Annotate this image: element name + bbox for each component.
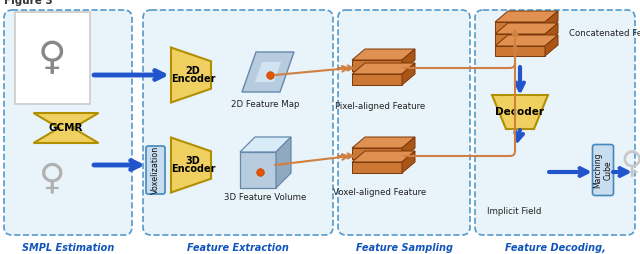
Polygon shape [352,148,402,159]
Text: Voxel-aligned Feature: Voxel-aligned Feature [333,188,427,197]
Polygon shape [495,23,558,34]
Text: Implicit Field: Implicit Field [487,207,541,216]
Polygon shape [402,49,415,71]
FancyBboxPatch shape [4,10,132,235]
FancyBboxPatch shape [338,10,470,235]
Text: Concatenated Feature: Concatenated Feature [569,29,640,39]
Text: ♀: ♀ [39,161,65,195]
Text: Marching
Cube: Marching Cube [593,152,612,188]
Polygon shape [402,63,415,85]
FancyBboxPatch shape [146,146,165,194]
Polygon shape [352,137,415,148]
Polygon shape [242,52,294,92]
Polygon shape [545,11,558,32]
Polygon shape [495,35,558,46]
FancyBboxPatch shape [143,10,333,235]
Polygon shape [495,46,545,56]
Polygon shape [352,74,402,85]
Text: 2D Feature Map: 2D Feature Map [231,100,300,109]
Polygon shape [276,137,291,188]
Text: Encoder: Encoder [171,165,215,174]
Text: ♀: ♀ [621,151,640,180]
Polygon shape [352,60,402,71]
Polygon shape [402,151,415,173]
Polygon shape [352,162,402,173]
Polygon shape [495,22,545,32]
Text: Feature Sampling: Feature Sampling [355,243,452,253]
Polygon shape [240,137,291,152]
Polygon shape [545,35,558,56]
Polygon shape [352,63,415,74]
Polygon shape [33,113,99,143]
Text: 3D Feature Volume: 3D Feature Volume [224,193,306,202]
Polygon shape [352,49,415,60]
Text: Figure 3: Figure 3 [4,0,52,6]
Text: 2D: 2D [186,66,200,75]
Polygon shape [352,151,415,162]
Text: Feature Decoding,
Surface Extraction: Feature Decoding, Surface Extraction [504,243,606,254]
Polygon shape [492,95,548,129]
Text: SMPL Estimation: SMPL Estimation [22,243,114,253]
Text: GCMR: GCMR [49,123,83,133]
Polygon shape [171,47,211,103]
Text: Voxelization: Voxelization [151,146,160,194]
Text: Encoder: Encoder [171,74,215,85]
FancyBboxPatch shape [593,145,614,196]
Polygon shape [171,137,211,193]
Polygon shape [255,62,281,82]
Text: Feature Extraction: Feature Extraction [187,243,289,253]
Text: Decoder: Decoder [495,107,545,117]
Polygon shape [545,23,558,44]
Polygon shape [402,137,415,159]
Polygon shape [495,11,558,22]
FancyBboxPatch shape [475,10,635,235]
Text: ♀: ♀ [38,39,67,77]
Polygon shape [495,34,545,44]
Text: 3D: 3D [186,155,200,166]
Text: Pixel-aligned Feature: Pixel-aligned Feature [335,102,425,111]
Polygon shape [240,152,276,188]
FancyBboxPatch shape [15,12,90,104]
